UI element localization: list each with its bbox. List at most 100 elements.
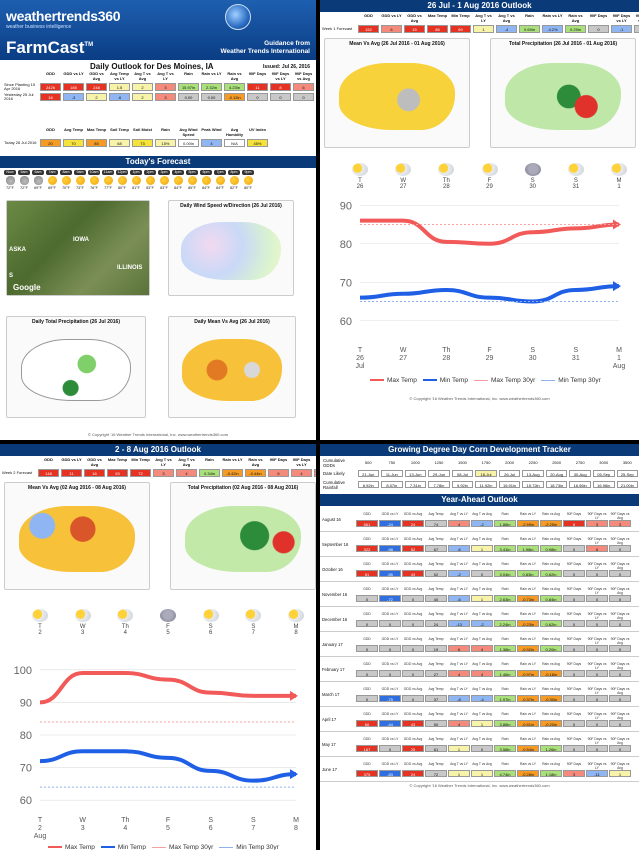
legend-item[interactable]: Max Temp — [48, 844, 95, 850]
year-value: 0 — [563, 569, 585, 577]
year-ahead-cell: 90F Days vs LY 0 — [586, 587, 608, 602]
year-value: 0.62in — [540, 569, 562, 577]
year-col-header: Avg T vs Avg — [472, 536, 492, 541]
gdd-col-header: 1000 — [410, 460, 420, 465]
summary-cell: 2426 — [40, 83, 61, 91]
year-value: 0 — [402, 669, 424, 677]
year-ahead-cell: Rain vs Avg -0.30in — [540, 687, 562, 702]
state-label-iowa: IOWA — [73, 237, 89, 243]
gdd-cell: 21-Jun — [357, 470, 381, 477]
year-ahead-cell: GDD 167 — [356, 737, 378, 752]
weathertrends-logo[interactable]: weathertrends360 — [6, 8, 121, 24]
week1-col-header: 90F Days vs Avg — [635, 13, 639, 22]
hourly-forecast-cell: 8am 70°F — [59, 170, 73, 190]
brand-header: weathertrends360 weather business intell… — [0, 0, 316, 60]
hour-temp: 80°F — [244, 186, 252, 190]
legend-item[interactable]: Min Temp 30yr — [219, 844, 279, 850]
year-ahead-cell: GDD vs Avg 0 — [402, 587, 424, 602]
year-ahead-cell: Rain vs LY -0.97in — [517, 662, 539, 677]
year-value: -44 — [379, 719, 401, 727]
year-col-header: Rain — [501, 611, 509, 616]
year-value: 4 — [448, 719, 470, 727]
year-ahead-cell: Avg Temp 37 — [425, 687, 447, 702]
year-col-header: 90F Days vs LY — [587, 511, 607, 520]
gdd-value: 13-Jun — [404, 470, 427, 477]
week2-precip-map[interactable]: Total Precipitation (02 Aug 2016 - 08 Au… — [170, 482, 316, 590]
year-value: 0 — [586, 694, 608, 702]
year-value: 1.97in — [494, 694, 516, 702]
year-value: -8 — [448, 694, 470, 702]
legend-item[interactable]: Min Temp 30yr — [541, 377, 601, 384]
year-col-header: Rain vs LY — [519, 711, 537, 716]
year-value: 52 — [402, 544, 424, 552]
daily-outlook-panel: weathertrends360 weather business intell… — [0, 0, 316, 440]
summary-cell: 2.32in — [201, 83, 222, 91]
today-col-header: Max Temp — [86, 127, 107, 132]
days1-day-number: 29 — [486, 184, 493, 190]
week2-col-header: GDD vs Avg — [87, 457, 102, 467]
year-value: 0 — [356, 594, 378, 602]
hourly-forecast-cell: 12pm 80°F — [115, 170, 129, 190]
year-ahead-cell: Avg T vs Avg 0 — [471, 562, 493, 577]
gdd-value: 30-Aug — [569, 470, 591, 477]
year-col-header: Rain vs Avg — [542, 536, 560, 541]
hour-label: 6pm — [200, 170, 212, 175]
week1-header-row: GDD GDD vs LY GDD vs Avg Max Temp Min Temp Av… — [322, 13, 639, 24]
mean-map[interactable]: Daily Mean Vs Avg (26 Jul 2016) — [168, 316, 296, 418]
year-value: 1 — [448, 769, 470, 777]
legend-item[interactable]: Max Temp 30yr — [151, 844, 214, 850]
legend-label: Max Temp 30yr — [490, 377, 536, 384]
farmcast-name: FarmCast — [6, 38, 85, 57]
gdd-col-header: 2500 — [552, 460, 562, 465]
thunderstorm-icon — [524, 163, 541, 176]
partly-sunny-icon — [288, 609, 304, 622]
year-value: 1 — [471, 769, 493, 777]
legend-item[interactable]: Max Temp — [370, 377, 417, 384]
week1-mean-map[interactable]: Mean Vs Avg (26 Jul 2016 - 01 Aug 2016) — [324, 38, 470, 148]
year-col-header: Rain vs Avg — [542, 561, 560, 566]
year-col-header: Avg T vs LY — [450, 536, 468, 541]
legend-item[interactable]: Min Temp — [422, 377, 468, 384]
legend-item[interactable]: Max Temp 30yr — [473, 377, 536, 384]
year-col-header: Avg T vs LY — [450, 761, 468, 766]
year-ahead-cell: GDD vs Avg 0 — [402, 662, 424, 677]
week1-cell: 0.25in — [565, 25, 586, 33]
x-tick-label: S 31 — [572, 347, 580, 362]
year-col-header: 90F Days vs Avg — [610, 511, 630, 520]
summary-row-label: Yesterday 25 Jul 2016 — [4, 91, 34, 101]
legend-item[interactable]: Min Temp — [100, 844, 146, 850]
days2-day-letter: S — [208, 624, 213, 630]
year-col-header: Rain — [501, 711, 509, 716]
legend-label: Max Temp 30yr — [168, 844, 214, 850]
week2-mean-map[interactable]: Mean Vs Avg (02 Aug 2016 - 08 Aug 2016) — [4, 482, 150, 590]
year-ahead-cell: 90F Days 3 — [563, 762, 585, 777]
week1-precip-map[interactable]: Total Precipitation (26 Jul 2016 - 01 Au… — [490, 38, 636, 148]
week2-cell: 4 — [176, 469, 197, 477]
series-arrow — [290, 769, 298, 780]
days2-day-letter: W — [79, 624, 86, 630]
year-value: 0 — [609, 594, 631, 602]
partly-cloudy-icon — [5, 176, 15, 185]
legend-swatch — [219, 846, 234, 848]
today-cell: 85 — [86, 139, 107, 147]
year-ahead-cell: 90F Days vs Avg 0 — [609, 562, 631, 577]
year-col-header: Avg T vs Avg — [472, 611, 492, 616]
week1-cell: 1 — [473, 25, 494, 33]
year-col-header: Avg T vs LY — [450, 661, 468, 666]
hour-temp: 69°F — [34, 186, 42, 190]
sunny-icon — [47, 176, 57, 185]
year-ahead-cell: GDD 0 — [356, 612, 378, 627]
radar-map[interactable]: IOWA ILLINOIS ASKA S Google — [6, 200, 150, 296]
year-ahead-cell: GDD vs Avg 24 — [402, 512, 424, 527]
year-col-header: 90F Days — [566, 761, 582, 766]
year-value: 0 — [471, 744, 493, 752]
year-value: 561 — [356, 519, 378, 527]
hourly-forecast-cell: 10am 76°F — [87, 170, 101, 190]
wind-map[interactable]: Daily Wind Speed w/Direction (26 Jul 201… — [168, 200, 294, 296]
year-col-header: 90F Days vs Avg — [610, 736, 630, 745]
year-value: 24 — [402, 769, 424, 777]
year-col-header: 90F Days vs LY — [587, 611, 607, 620]
year-ahead-cell: Avg T vs Avg 0 — [471, 737, 493, 752]
year-col-header: Avg Temp — [428, 561, 444, 566]
precip-map[interactable]: Daily Total Precipitation (26 Jul 2016) — [6, 316, 146, 418]
